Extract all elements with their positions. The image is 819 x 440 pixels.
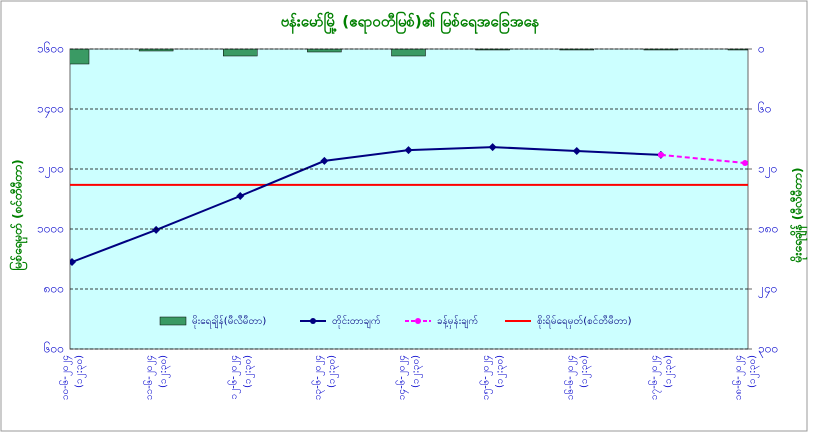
rain-bar bbox=[70, 49, 90, 65]
y2-axis-title: မိုးရေချိန် (မီလီမီတာ) bbox=[789, 168, 809, 264]
rain-bar bbox=[138, 49, 174, 52]
x-tick-label-time: (၁၂:၃၀) bbox=[326, 355, 339, 388]
rain-bar bbox=[559, 49, 594, 51]
x-tick-label: ၁၀-၆-၂၀၂၄ bbox=[58, 355, 73, 400]
legend-marker bbox=[415, 318, 421, 324]
rain-bar bbox=[643, 49, 679, 51]
legend-label: စိုးရိမ်ရေမှတ်(စင်တီမီတာ) bbox=[537, 314, 632, 329]
measured-point bbox=[152, 225, 161, 234]
measured-point bbox=[488, 143, 497, 152]
measured-point bbox=[236, 192, 245, 200]
y-tick-label: ၁၀၀၀ bbox=[37, 222, 64, 236]
rain-bar bbox=[727, 49, 748, 51]
x-tick-label: ၁၅-၆-၂၀၂၄ bbox=[479, 355, 494, 400]
x-tick-label: ၁၃-၆-၂၀၂၄ bbox=[310, 355, 325, 400]
rain-bar bbox=[475, 49, 510, 51]
y2-tick-label: ၆၀ bbox=[758, 101, 772, 116]
y-axis-title: မြစ်ရေမှတ် (စင်တီမီတာ) bbox=[8, 159, 29, 270]
y-tick-label: ၁၂၀၀ bbox=[38, 162, 64, 179]
x-tick-label: ၁၁-၆-၂၀၂၄ bbox=[142, 355, 157, 400]
y2-tick-label: ၁၂၀ bbox=[758, 162, 777, 179]
x-tick-label-time: (၁၂:၃၀) bbox=[747, 355, 760, 388]
rain-bar bbox=[223, 49, 258, 57]
y2-tick-label: ၃၀၀ bbox=[758, 342, 778, 359]
x-tick-label: ၁၂-၆-၂၀၂၄ bbox=[226, 355, 241, 399]
x-tick-label-time: (၁၂:၃၀) bbox=[74, 355, 87, 388]
rain-bar bbox=[307, 49, 342, 53]
legend-label: တိုင်းတာချက် bbox=[332, 314, 381, 329]
plot-layer bbox=[70, 49, 748, 266]
x-tick-label-time: (၁၂:၃၀) bbox=[158, 355, 171, 388]
forecast-point bbox=[657, 151, 664, 158]
x-tick-label-time: (၁၂:၃၀) bbox=[411, 355, 424, 388]
y-tick-label: ၁၄၀၀ bbox=[37, 102, 64, 119]
plot-area bbox=[69, 48, 749, 350]
y2-tick-label: ၂၄၀ bbox=[758, 282, 777, 299]
y-tick-label: ၁၆၀၀ bbox=[37, 41, 64, 56]
measured-point bbox=[572, 147, 581, 155]
rain-bar bbox=[391, 49, 426, 57]
x-tick-label-time: (၁၂:၃၀) bbox=[495, 355, 508, 388]
x-tick-label: ၁၆-၆-၂၀၂၄ bbox=[563, 355, 578, 400]
x-tick-label-time: (၁၂:၃၀) bbox=[579, 355, 592, 388]
y2-tick-label: ၀ bbox=[758, 42, 765, 56]
measured-line bbox=[71, 146, 661, 263]
measured-point bbox=[404, 146, 413, 155]
x-tick-label-time: (၁၂:၃၀) bbox=[242, 355, 255, 388]
y2-tick-label: ၁၈၀ bbox=[758, 222, 778, 236]
legend-label: ခန့်မှန်းချက် bbox=[437, 314, 478, 329]
legend-swatch bbox=[159, 316, 187, 326]
x-tick-label-time: (၁၂:၃၀) bbox=[663, 355, 676, 388]
x-tick-label: ၁၄-၆-၂၀၂၄ bbox=[395, 355, 410, 400]
y-tick-label: ၈၀၀ bbox=[44, 282, 64, 296]
legend-label: မိုးရေချိန်(မီလီမီတာ) bbox=[192, 314, 266, 329]
forecast-point bbox=[742, 160, 748, 166]
legend-marker bbox=[310, 318, 316, 324]
measured-point bbox=[70, 258, 76, 266]
y-tick-label: ၆၀၀ bbox=[44, 341, 64, 356]
measured-point bbox=[320, 156, 329, 165]
forecast-line bbox=[660, 153, 746, 164]
x-tick-label: ၁၇-၆-၂၀၂၄ bbox=[647, 355, 662, 400]
x-tick-label: ၁၈-၆-၂၀၂၄ bbox=[731, 355, 746, 400]
